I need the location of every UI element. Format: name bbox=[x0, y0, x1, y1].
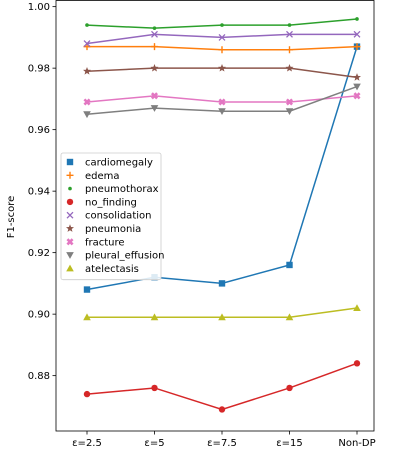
data-point bbox=[353, 30, 361, 38]
legend-label: fracture bbox=[85, 237, 125, 248]
legend-marker bbox=[66, 238, 74, 246]
data-point bbox=[285, 108, 294, 115]
data-point bbox=[353, 92, 361, 100]
legend-marker bbox=[66, 198, 74, 206]
data-point bbox=[286, 384, 293, 392]
plot-area bbox=[55, 0, 375, 432]
data-point bbox=[353, 83, 361, 91]
series-atelectasis bbox=[83, 304, 361, 321]
series-pleural-effusion bbox=[83, 83, 361, 119]
legend-label: cardiomegaly bbox=[85, 158, 153, 169]
data-point bbox=[83, 98, 91, 106]
data-point bbox=[150, 63, 159, 72]
data-point bbox=[218, 108, 226, 115]
data-point bbox=[83, 40, 91, 48]
y-tick-label: 0.94 bbox=[28, 187, 50, 198]
data-point bbox=[218, 46, 226, 54]
data-point bbox=[83, 313, 91, 321]
data-point bbox=[218, 280, 226, 287]
data-point bbox=[285, 63, 294, 72]
data-point bbox=[355, 17, 359, 21]
legend-box bbox=[60, 152, 162, 281]
legend-marker bbox=[66, 171, 74, 179]
y-tick-label: 1.00 bbox=[28, 2, 50, 13]
x-tick-label: Non-DP bbox=[338, 438, 375, 449]
data-point bbox=[218, 406, 226, 413]
legend-marker bbox=[68, 186, 72, 191]
data-point bbox=[353, 43, 361, 51]
legend-label: atelectasis bbox=[85, 264, 139, 275]
legend-marker bbox=[66, 224, 74, 232]
legend-marker bbox=[66, 264, 74, 272]
legend-marker bbox=[66, 211, 74, 219]
data-point bbox=[285, 98, 294, 106]
legend-label: pneumonia bbox=[85, 224, 141, 235]
legend-label: edema bbox=[85, 171, 120, 182]
data-point bbox=[287, 23, 292, 27]
legend-label: consolidation bbox=[85, 211, 151, 222]
series-pneumothorax bbox=[85, 17, 359, 30]
data-point bbox=[218, 313, 226, 321]
series-fracture bbox=[83, 92, 361, 106]
legend-label: pleural_effusion bbox=[85, 251, 164, 262]
data-point bbox=[220, 23, 224, 27]
data-point bbox=[286, 46, 293, 54]
data-point bbox=[151, 30, 158, 38]
data-point bbox=[85, 23, 89, 27]
data-point bbox=[151, 43, 158, 51]
data-point bbox=[83, 67, 91, 75]
y-tick-label: 0.92 bbox=[28, 248, 50, 259]
y-axis: 0.88 0.90 0.92 0.94 0.96 0.98 1.00 bbox=[28, 2, 56, 382]
data-point bbox=[152, 26, 157, 30]
y-tick-label: 0.98 bbox=[28, 64, 50, 75]
data-point bbox=[353, 73, 361, 81]
data-point bbox=[218, 98, 226, 106]
series-pneumonia bbox=[83, 63, 361, 81]
x-tick-label: ε=2.5 bbox=[72, 438, 102, 449]
series-edema bbox=[83, 43, 361, 54]
legend-label: pneumothorax bbox=[85, 184, 159, 195]
x-tick-label: ε=15 bbox=[276, 438, 303, 449]
data-point bbox=[286, 30, 293, 38]
data-point bbox=[150, 105, 159, 112]
series-consolidation bbox=[83, 30, 361, 48]
data-point bbox=[83, 286, 91, 293]
legend-marker bbox=[66, 158, 74, 166]
y-tick-label: 0.96 bbox=[28, 125, 50, 136]
legend-label: no_finding bbox=[85, 197, 137, 208]
data-point bbox=[353, 360, 361, 367]
series-no-finding bbox=[83, 360, 361, 413]
data-point bbox=[285, 313, 294, 321]
y-axis-label: F1-score bbox=[6, 196, 17, 239]
data-point bbox=[151, 384, 158, 392]
x-axis: ε=2.5 ε=5 ε=7.5 ε=15 Non-DP bbox=[72, 431, 376, 449]
x-tick-label: ε=7.5 bbox=[207, 438, 237, 449]
data-point bbox=[150, 92, 159, 100]
plot-frame bbox=[55, 0, 375, 432]
legend: cardiomegaly edema pneumothorax no_findingc… bbox=[60, 152, 164, 281]
y-tick-label: 0.90 bbox=[28, 310, 50, 321]
legend-marker bbox=[66, 252, 74, 259]
data-point bbox=[150, 313, 159, 321]
data-point bbox=[83, 111, 91, 119]
x-tick-label: ε=5 bbox=[144, 438, 164, 449]
data-point bbox=[353, 304, 361, 311]
y-tick-label: 0.88 bbox=[28, 371, 50, 382]
data-point bbox=[218, 63, 226, 72]
data-point bbox=[83, 390, 91, 398]
data-point bbox=[286, 261, 293, 269]
data-point bbox=[218, 33, 226, 41]
